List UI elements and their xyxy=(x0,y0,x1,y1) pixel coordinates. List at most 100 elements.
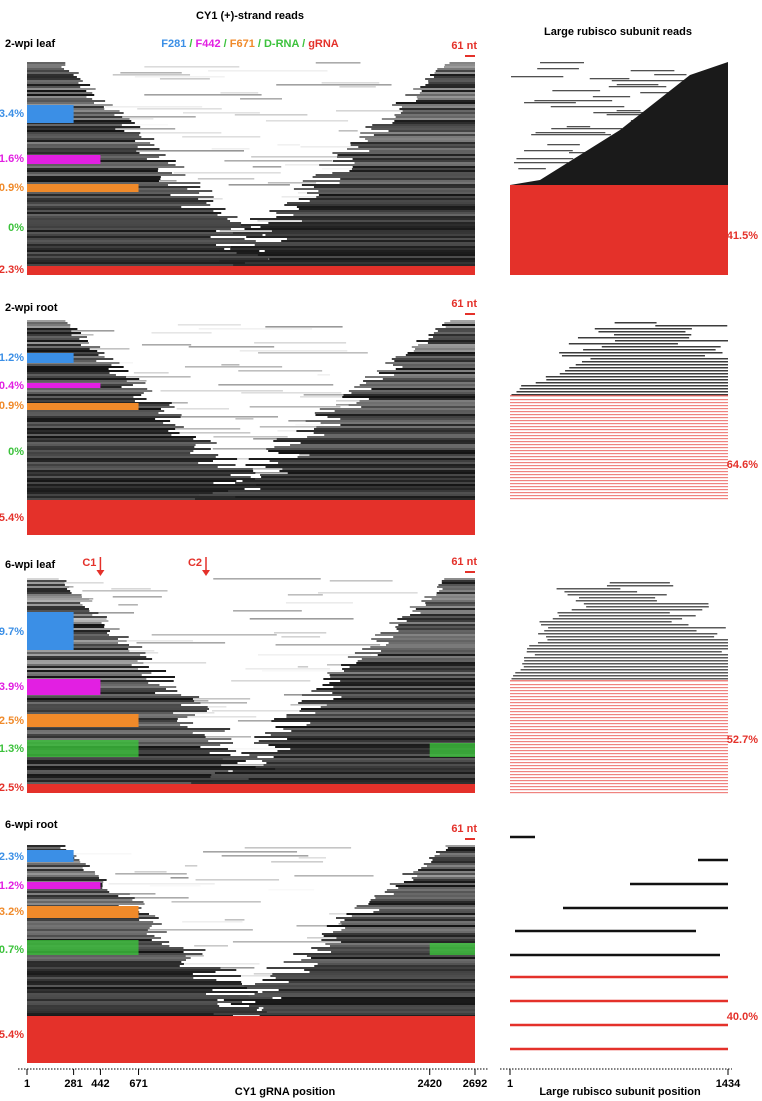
read-line xyxy=(412,610,475,612)
read-line xyxy=(350,142,475,144)
read-line xyxy=(276,212,475,214)
read-line xyxy=(421,90,475,92)
read-line xyxy=(27,194,171,196)
read-line xyxy=(293,188,475,190)
read-line xyxy=(27,422,164,424)
read-line xyxy=(27,997,273,999)
read-line xyxy=(27,196,214,198)
read-line xyxy=(515,672,728,674)
read-line xyxy=(27,242,243,244)
read-line xyxy=(160,390,283,392)
read-line xyxy=(318,190,475,192)
read-line xyxy=(27,178,161,180)
percentage: 0.7% xyxy=(0,944,24,956)
tick-label: 671 xyxy=(129,1078,147,1090)
read-band xyxy=(27,740,139,757)
read-line xyxy=(218,748,326,750)
read-line xyxy=(338,130,358,132)
read-line xyxy=(232,232,475,234)
read-line xyxy=(27,977,194,979)
read-line xyxy=(27,927,150,929)
read-line xyxy=(309,971,475,973)
panel-label: 6-wpi root xyxy=(5,819,58,831)
read-band xyxy=(27,714,139,727)
read-line xyxy=(425,78,475,80)
read-line xyxy=(301,694,475,696)
read-line xyxy=(27,246,278,248)
read-line xyxy=(27,452,191,454)
read-line xyxy=(266,967,475,969)
read-line xyxy=(352,166,475,168)
read-line xyxy=(293,214,475,216)
read-line xyxy=(27,150,137,152)
read-line xyxy=(103,124,169,126)
read-line xyxy=(418,869,475,871)
read-line xyxy=(268,222,475,224)
read-line xyxy=(27,76,77,78)
read-line xyxy=(212,448,319,450)
read-line xyxy=(104,106,203,108)
read-band xyxy=(27,882,101,889)
read-line xyxy=(337,156,475,158)
read-line xyxy=(417,98,475,100)
read-line xyxy=(519,388,728,390)
read-line xyxy=(277,750,475,752)
read-line xyxy=(516,391,728,393)
read-line xyxy=(316,688,475,690)
read-line xyxy=(426,865,475,867)
scale-label: 61 nt xyxy=(451,298,477,310)
read-line xyxy=(27,710,207,712)
read-line xyxy=(388,130,475,132)
read-line xyxy=(524,150,573,152)
read-band xyxy=(510,185,728,275)
read-line xyxy=(537,642,728,644)
read-line xyxy=(235,496,475,498)
read-line xyxy=(351,915,475,917)
read-line xyxy=(120,116,196,118)
read-line xyxy=(27,957,191,959)
read-line xyxy=(311,690,475,692)
read-line xyxy=(510,690,728,692)
read-line xyxy=(557,612,670,614)
read-line xyxy=(510,693,728,695)
read-line xyxy=(92,128,176,130)
read-line xyxy=(394,120,475,122)
read-line xyxy=(27,68,65,70)
read-line xyxy=(27,208,226,210)
read-line xyxy=(214,772,475,774)
read-line xyxy=(27,989,213,991)
percentage: 3.2% xyxy=(0,906,24,918)
read-line xyxy=(27,372,110,374)
read-line xyxy=(255,486,475,488)
read-line xyxy=(27,706,208,708)
read-line xyxy=(441,582,475,584)
read-line xyxy=(27,670,167,672)
read-line xyxy=(27,863,86,865)
read-line xyxy=(27,845,66,847)
percentage: 0% xyxy=(8,446,24,458)
read-line xyxy=(373,134,475,136)
read-line xyxy=(179,698,251,700)
read-line xyxy=(159,432,251,434)
read-line xyxy=(236,242,475,244)
read-line xyxy=(27,592,72,594)
read-line xyxy=(170,877,189,879)
read-line xyxy=(274,632,327,634)
read-line xyxy=(365,138,475,140)
read-line xyxy=(277,144,300,146)
read-line xyxy=(420,86,475,88)
read-line xyxy=(431,598,475,600)
read-line xyxy=(413,350,475,352)
read-line xyxy=(510,792,728,794)
read-line xyxy=(510,711,728,713)
read-line xyxy=(27,92,93,94)
read-line xyxy=(244,262,475,264)
read-line xyxy=(275,768,475,770)
read-line xyxy=(326,925,475,927)
rubisco-percentage: 41.5% xyxy=(727,230,758,242)
read-pileup xyxy=(510,62,728,185)
read-line xyxy=(609,582,670,584)
read-line xyxy=(569,367,728,369)
read-line xyxy=(393,364,475,366)
read-line xyxy=(27,98,93,100)
